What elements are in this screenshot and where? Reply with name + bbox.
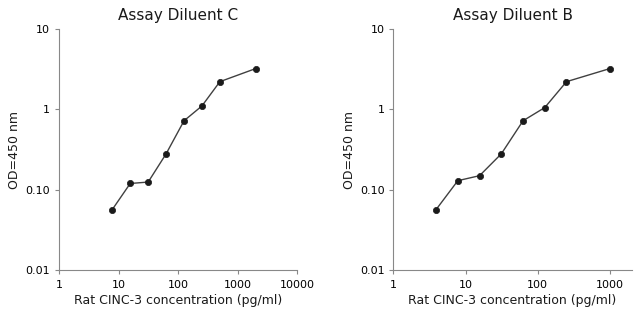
Title: Assay Diluent C: Assay Diluent C [118, 8, 238, 23]
X-axis label: Rat CINC-3 concentration (pg/ml): Rat CINC-3 concentration (pg/ml) [74, 294, 282, 307]
Y-axis label: OD=450 nm: OD=450 nm [8, 111, 21, 189]
Title: Assay Diluent B: Assay Diluent B [452, 8, 573, 23]
Y-axis label: OD=450 nm: OD=450 nm [342, 111, 356, 189]
X-axis label: Rat CINC-3 concentration (pg/ml): Rat CINC-3 concentration (pg/ml) [408, 294, 617, 307]
